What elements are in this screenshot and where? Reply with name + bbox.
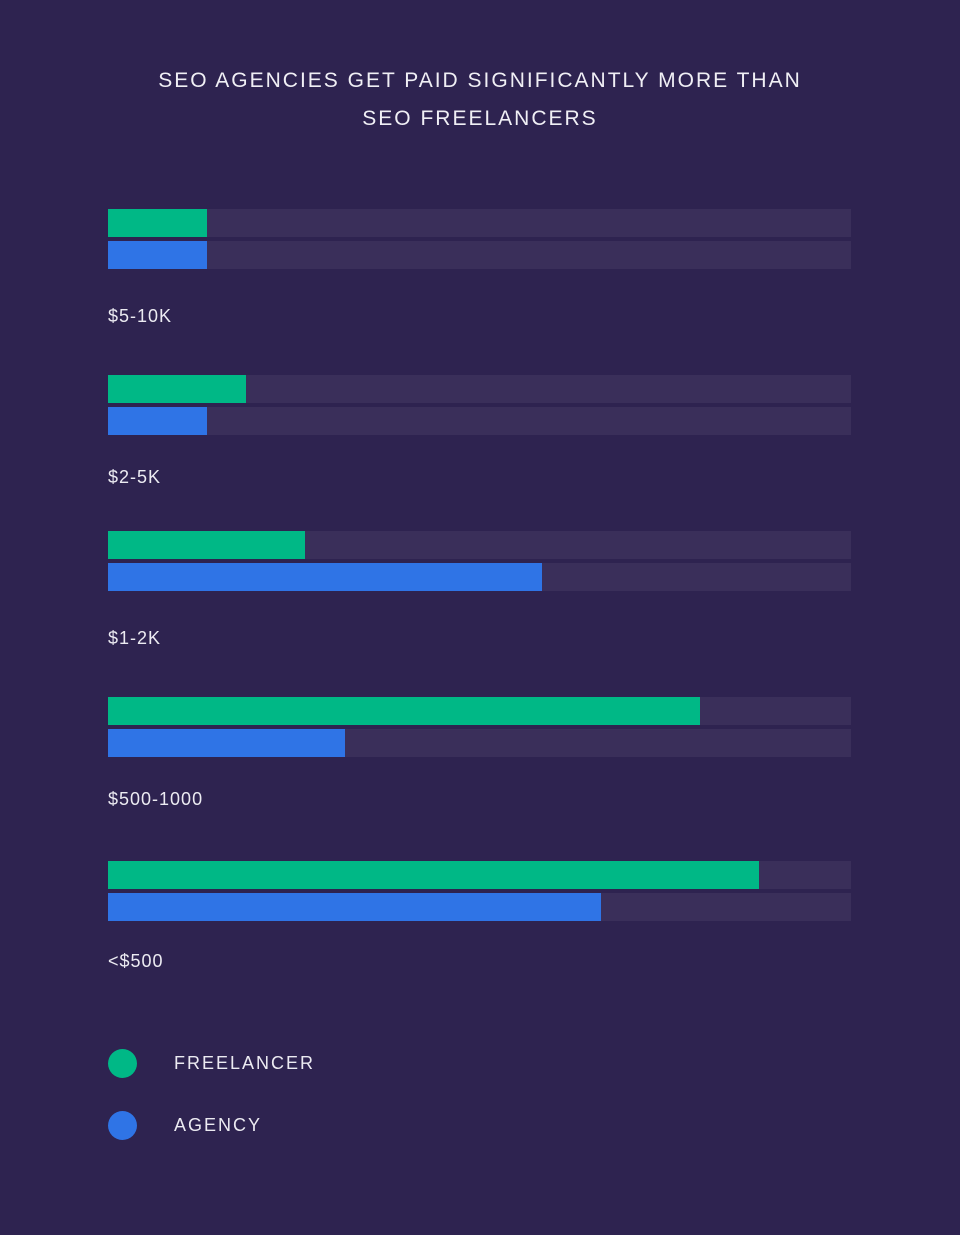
bar-freelancer xyxy=(108,375,247,403)
bar-freelancer xyxy=(108,861,759,889)
chart-title-line-1: SEO AGENCIES GET PAID SIGNIFICANTLY MORE… xyxy=(158,69,802,92)
agency-dot-icon xyxy=(108,1111,137,1140)
category-label: $500-1000 xyxy=(108,789,204,809)
bar-freelancer xyxy=(108,531,305,559)
category-label: <$500 xyxy=(108,951,164,971)
bar-agency xyxy=(108,563,542,591)
bar-agency xyxy=(108,407,207,435)
chart-title-line-2: SEO FREELANCERS xyxy=(362,107,598,130)
bar-agency xyxy=(108,893,602,921)
bar-track xyxy=(108,697,851,725)
bar-track xyxy=(108,375,851,403)
bar-agency xyxy=(108,241,207,269)
bar-freelancer xyxy=(108,697,701,725)
category-label: $2-5K xyxy=(108,467,162,487)
freelancer-dot-icon xyxy=(108,1049,137,1078)
legend-label: FREELANCER xyxy=(174,1053,316,1073)
category-label: $5-10K xyxy=(108,306,173,326)
bar-track xyxy=(108,861,851,889)
bar-track xyxy=(108,241,851,269)
bar-track xyxy=(108,209,851,237)
bar-track xyxy=(108,729,851,757)
bar-track xyxy=(108,531,851,559)
bar-track xyxy=(108,563,851,591)
legend-label: AGENCY xyxy=(174,1115,263,1135)
category-label: $1-2K xyxy=(108,628,162,648)
bar-freelancer xyxy=(108,209,207,237)
bar-track xyxy=(108,407,851,435)
chart-title: SEO AGENCIES GET PAID SIGNIFICANTLY MORE… xyxy=(0,62,960,138)
bar-track xyxy=(108,893,851,921)
bar-agency xyxy=(108,729,346,757)
